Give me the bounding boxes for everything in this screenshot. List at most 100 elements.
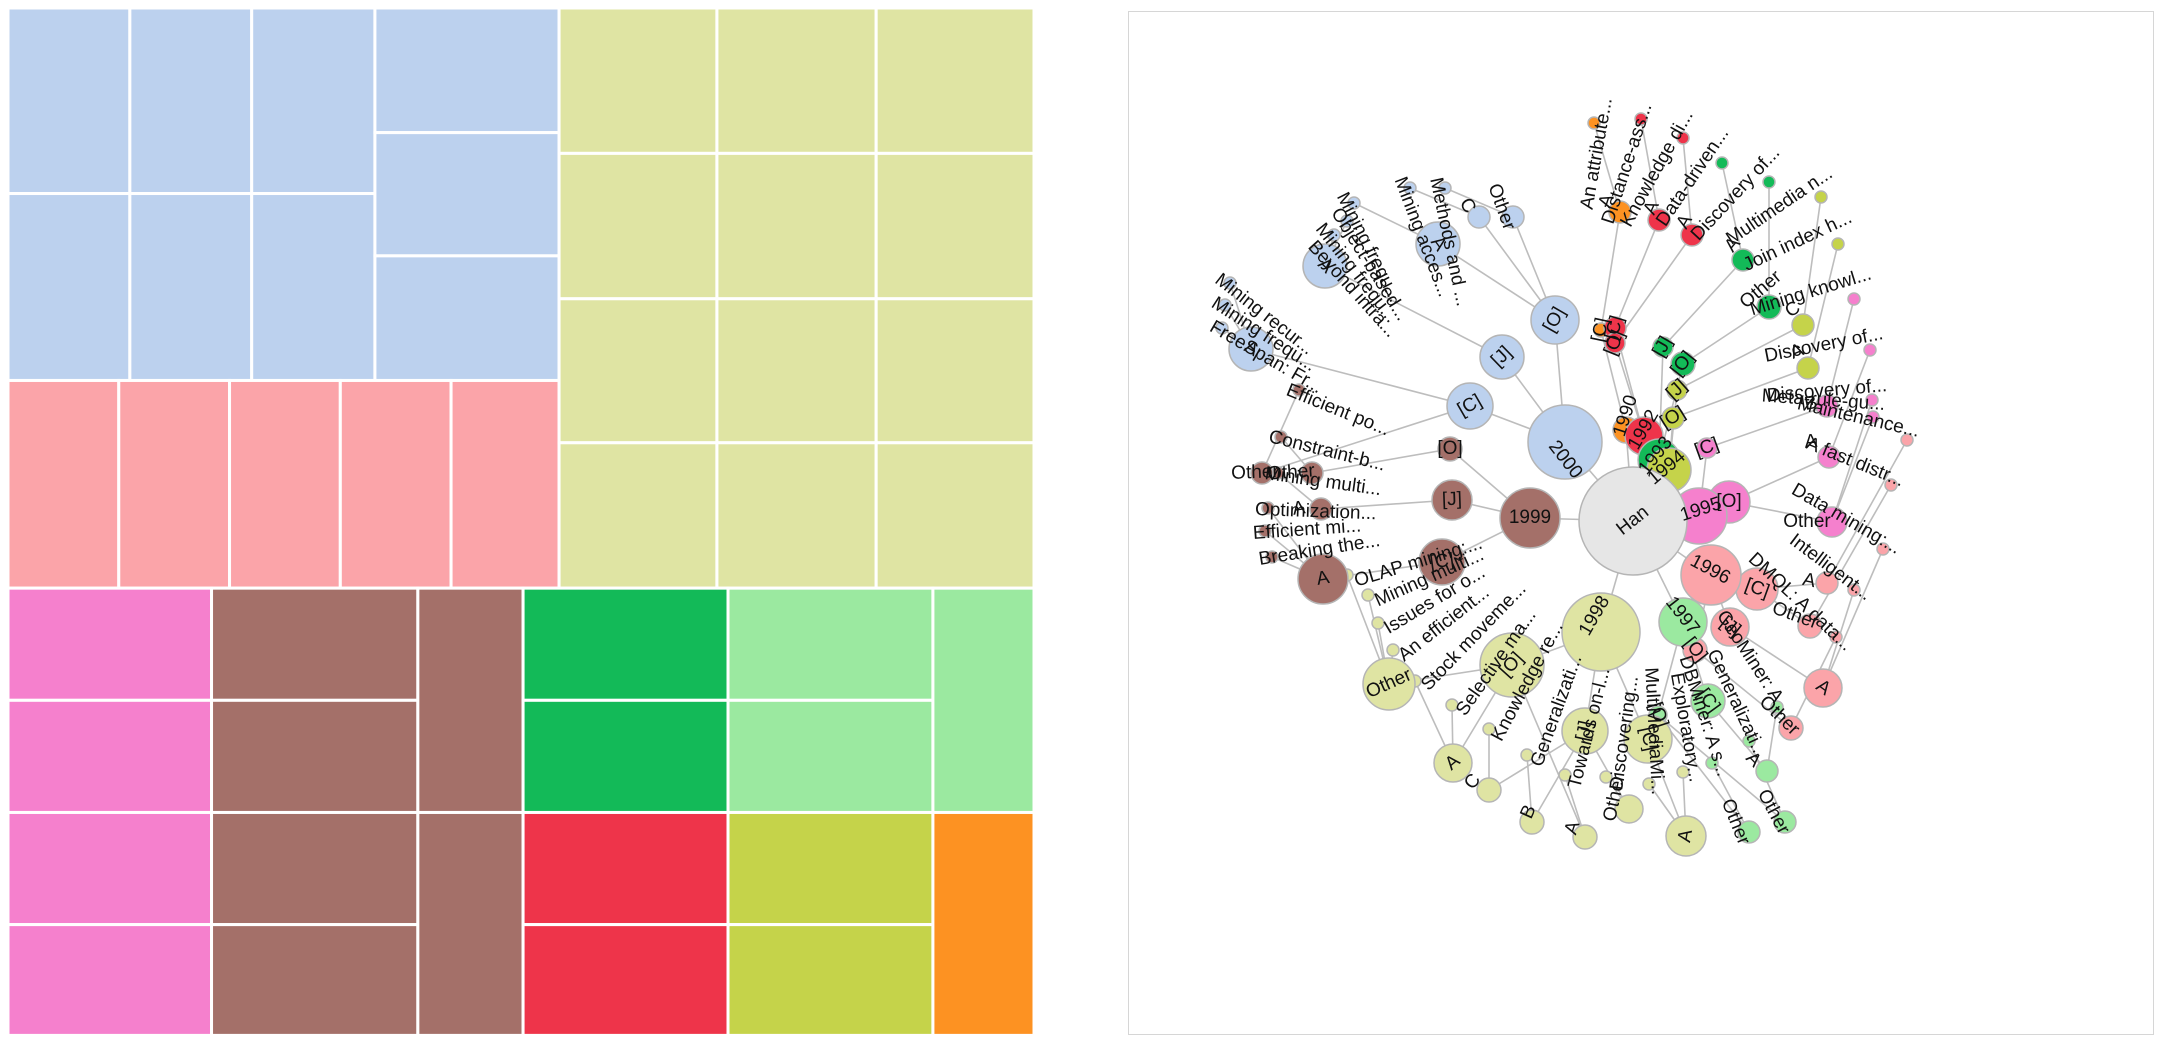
group-node[interactable] xyxy=(1302,243,1348,289)
category-node[interactable] xyxy=(1661,406,1685,430)
leaf-node[interactable] xyxy=(1863,343,1877,357)
treemap-cell-1993[interactable] xyxy=(521,586,730,702)
leaf-node[interactable] xyxy=(1599,770,1613,784)
group-node[interactable] xyxy=(1773,810,1797,834)
treemap-cell-1994[interactable] xyxy=(726,810,935,927)
leaf-node[interactable] xyxy=(1900,433,1914,447)
leaf-node[interactable] xyxy=(1762,175,1776,189)
treemap-cell-2000[interactable] xyxy=(250,8,377,196)
category-node[interactable] xyxy=(1446,382,1494,430)
treemap-cell-1998[interactable] xyxy=(874,297,1034,445)
group-node[interactable] xyxy=(1501,205,1525,229)
group-node[interactable] xyxy=(1433,743,1473,783)
category-node[interactable] xyxy=(1666,379,1688,401)
group-node[interactable] xyxy=(1228,326,1274,372)
treemap-cell-1993[interactable] xyxy=(521,698,730,814)
treemap-cell-1998[interactable] xyxy=(557,441,719,590)
group-node[interactable] xyxy=(1755,759,1779,783)
treemap-cell-2000[interactable] xyxy=(250,192,377,382)
group-node[interactable] xyxy=(1803,668,1843,708)
group-node[interactable] xyxy=(1250,461,1274,485)
group-node[interactable] xyxy=(1731,248,1755,272)
group-node[interactable] xyxy=(1614,794,1644,824)
category-node[interactable] xyxy=(1670,351,1696,377)
group-node[interactable] xyxy=(1797,613,1823,639)
group-node[interactable] xyxy=(1815,394,1839,418)
category-node[interactable] xyxy=(1437,436,1463,462)
leaf-node[interactable] xyxy=(1587,116,1601,130)
treemap-cell-1998[interactable] xyxy=(715,151,878,301)
category-node[interactable] xyxy=(1652,336,1674,358)
category-node[interactable] xyxy=(1710,607,1750,647)
group-node[interactable] xyxy=(1415,221,1461,267)
group-node[interactable] xyxy=(1778,715,1804,741)
treemap-cell-1996[interactable] xyxy=(228,378,342,590)
treemap-cell-1998[interactable] xyxy=(874,8,1034,155)
year-node-1998[interactable] xyxy=(1561,592,1641,672)
leaf-node[interactable] xyxy=(1340,214,1354,228)
leaf-node[interactable] xyxy=(1770,700,1784,714)
group-node[interactable] xyxy=(1572,824,1598,850)
leaf-node[interactable] xyxy=(1386,643,1400,657)
group-node[interactable] xyxy=(1817,445,1841,469)
leaf-node[interactable] xyxy=(1520,748,1534,762)
treemap-cell-2000[interactable] xyxy=(128,8,254,196)
leaf-node[interactable] xyxy=(1403,181,1417,195)
category-node[interactable] xyxy=(1479,334,1525,380)
leaf-node[interactable] xyxy=(1261,501,1275,515)
leaf-node[interactable] xyxy=(1642,777,1656,791)
treemap-cell-1999[interactable] xyxy=(210,923,420,1034)
leaf-node[interactable] xyxy=(1558,768,1572,782)
treemap-cell-1995[interactable] xyxy=(8,698,214,814)
leaf-node[interactable] xyxy=(1371,616,1385,630)
group-node[interactable] xyxy=(1665,815,1707,857)
treemap-cell-2000[interactable] xyxy=(373,131,561,258)
leaf-node[interactable] xyxy=(1814,190,1828,204)
treemap-cell-1998[interactable] xyxy=(715,8,878,155)
leaf-node[interactable] xyxy=(1292,383,1306,397)
group-node[interactable] xyxy=(1300,461,1324,485)
treemap-cell-1996[interactable] xyxy=(117,378,232,590)
leaf-node[interactable] xyxy=(1438,181,1452,195)
group-node[interactable] xyxy=(1309,497,1333,521)
treemap-cell-1999[interactable] xyxy=(210,810,420,927)
group-node[interactable] xyxy=(1737,820,1761,844)
treemap-cell-1998[interactable] xyxy=(557,8,719,155)
leaf-node[interactable] xyxy=(1865,393,1879,407)
group-node[interactable] xyxy=(1297,553,1349,605)
category-node[interactable] xyxy=(1530,295,1580,345)
leaf-node[interactable] xyxy=(1876,542,1890,556)
leaf-node[interactable] xyxy=(1715,156,1729,170)
treemap-cell-1997[interactable] xyxy=(726,586,935,702)
treemap-cell-1998[interactable] xyxy=(874,151,1034,301)
treemap-cell-1999[interactable] xyxy=(210,586,420,702)
group-node[interactable] xyxy=(1608,200,1632,224)
leaf-node[interactable] xyxy=(1482,722,1496,736)
leaf-node[interactable] xyxy=(1829,630,1843,644)
group-node[interactable] xyxy=(1362,657,1416,711)
leaf-node[interactable] xyxy=(1445,698,1459,712)
treemap-cell-1998[interactable] xyxy=(874,441,1034,590)
category-node[interactable] xyxy=(1418,538,1466,586)
group-node[interactable] xyxy=(1647,208,1671,232)
category-node[interactable] xyxy=(1623,714,1673,764)
treemap-cell-1992[interactable] xyxy=(521,810,730,927)
treemap-cell-1998[interactable] xyxy=(557,297,719,445)
treemap-cell-1999[interactable] xyxy=(416,586,525,814)
leaf-node[interactable] xyxy=(1215,321,1229,335)
leaf-node[interactable] xyxy=(1884,478,1898,492)
year-node-1999[interactable] xyxy=(1499,487,1561,549)
treemap-cell-1996[interactable] xyxy=(338,378,453,590)
category-node[interactable] xyxy=(1604,332,1626,354)
leaf-node[interactable] xyxy=(1847,583,1861,597)
leaf-node[interactable] xyxy=(1274,430,1288,444)
category-node[interactable] xyxy=(1431,479,1473,521)
leaf-node[interactable] xyxy=(1634,112,1648,126)
treemap-cell-1996[interactable] xyxy=(449,378,561,590)
leaf-node[interactable] xyxy=(1831,237,1845,251)
leaf-node[interactable] xyxy=(1866,410,1880,424)
group-node[interactable] xyxy=(1519,809,1545,835)
year-node-1996[interactable] xyxy=(1680,544,1742,606)
group-node[interactable] xyxy=(1467,205,1491,229)
leaf-node[interactable] xyxy=(1347,196,1361,210)
